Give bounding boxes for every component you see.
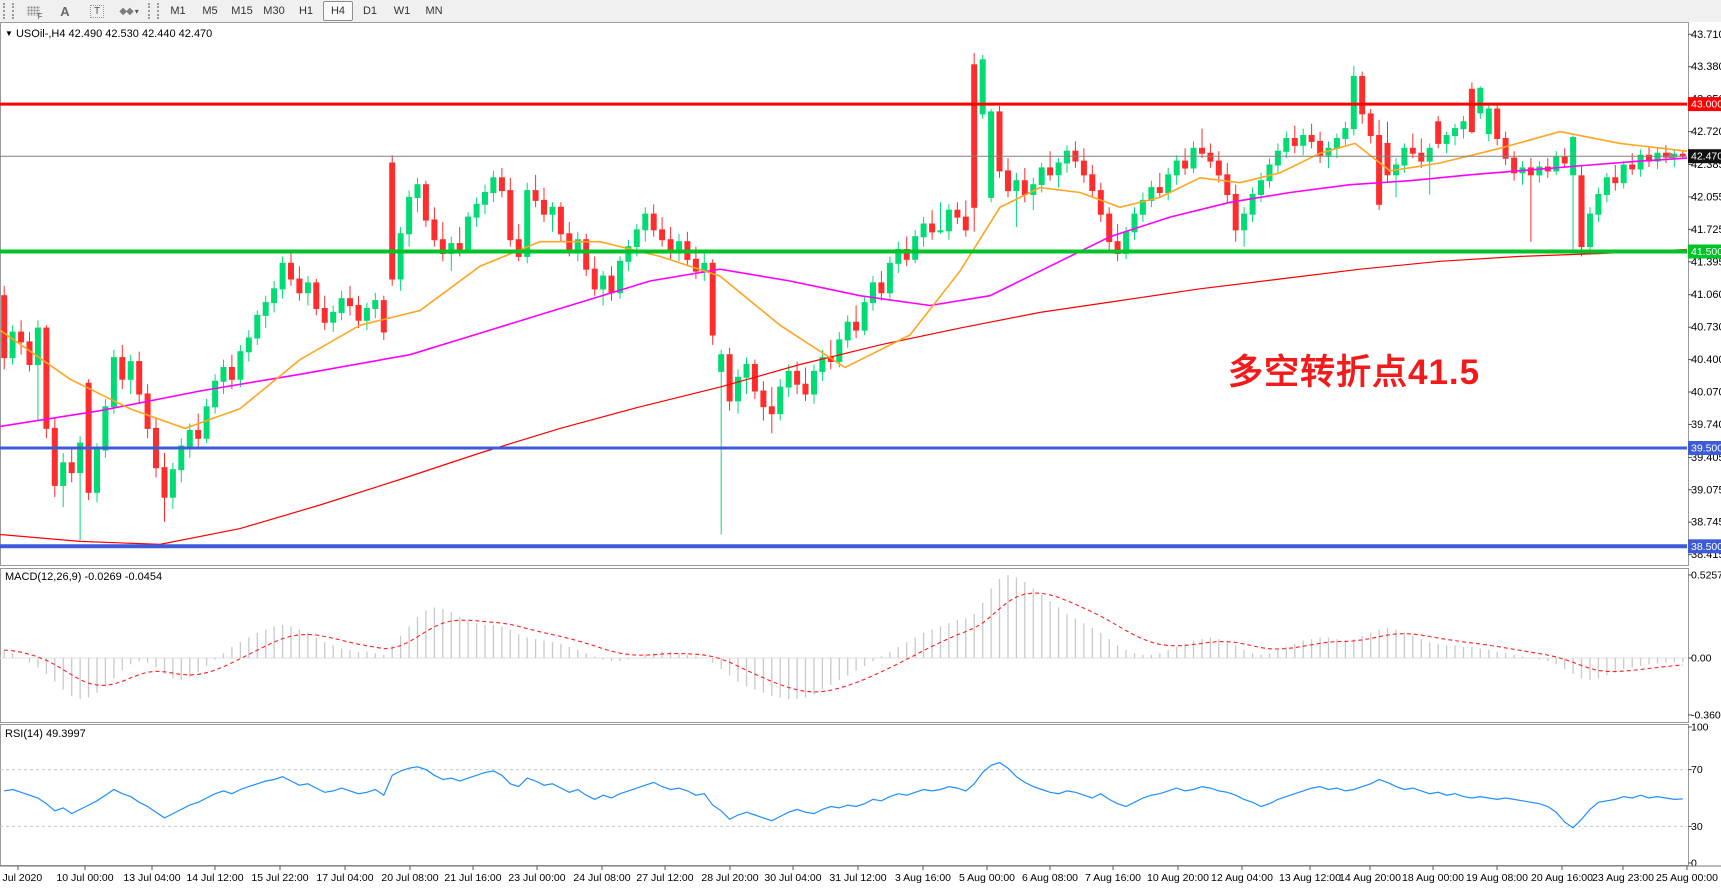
price-tick-label: 41.060 <box>1691 289 1721 301</box>
ma-slow-line <box>0 248 1688 546</box>
timeframe-group: M1 M5 M15 M30 H1 H4 D1 W1 MN <box>162 1 450 21</box>
time-axis-label: 14 Aug 20:00 <box>1339 872 1401 884</box>
time-axis-label: 23 Aug 23:00 <box>1592 872 1654 884</box>
time-axis-label: 8 Jul 2020 <box>0 872 42 884</box>
svg-text:41.500: 41.500 <box>1691 246 1721 258</box>
rsi-axis-label: 30 <box>1691 821 1703 833</box>
text-label-button[interactable]: T <box>82 1 112 21</box>
macd-signal-line <box>4 592 1683 693</box>
macd-indicator-label: MACD(12,26,9) -0.0269 -0.0454 <box>5 571 163 583</box>
time-axis-label: 12 Aug 04:00 <box>1211 872 1273 884</box>
timeframe-button-MN[interactable]: MN <box>425 5 443 17</box>
ma-fast-line <box>0 130 1688 430</box>
timeframe-button-H1[interactable]: H1 <box>298 5 314 17</box>
price-tick-label: 42.720 <box>1691 126 1721 138</box>
text-label-icon: T <box>89 4 105 18</box>
timeframe-button-H4[interactable]: H4 <box>323 1 353 21</box>
timeframe-button-M30[interactable]: M30 <box>263 5 285 17</box>
time-axis-label: 10 Jul 00:00 <box>56 872 113 884</box>
symbol-dropdown-icon[interactable]: ▼ <box>5 29 13 38</box>
time-axis-label: 17 Jul 04:00 <box>316 872 373 884</box>
price-tick-label: 38.745 <box>1691 517 1721 529</box>
symbol-title: ▼ USOil-,H4 42.490 42.530 42.440 42.470 <box>5 28 213 40</box>
time-axis-label: 13 Aug 12:00 <box>1279 872 1341 884</box>
indicator-grid-icon: F <box>26 6 43 21</box>
time-axis-label: 15 Jul 22:00 <box>251 872 308 884</box>
rsi-axis-label: 0 <box>1691 858 1697 870</box>
indicator-grid-button[interactable]: F <box>18 1 48 21</box>
time-axis-label: 25 Aug 00:00 <box>1656 872 1718 884</box>
svg-text:39.500: 39.500 <box>1691 443 1721 455</box>
chart-window[interactable]: 43.71043.38043.05042.72042.38542.05541.7… <box>0 22 1721 890</box>
chevron-down-icon: ▾ <box>134 6 139 16</box>
price-tick-label: 42.055 <box>1691 191 1721 203</box>
time-axis-label: 14 Jul 12:00 <box>186 872 243 884</box>
time-axis-label: 24 Jul 08:00 <box>573 872 630 884</box>
time-axis-label: 18 Aug 00:00 <box>1402 872 1464 884</box>
time-axis-label: 5 Aug 00:00 <box>959 872 1015 884</box>
timeframe-button-D1[interactable]: D1 <box>362 5 378 17</box>
time-axis-label: 20 Jul 08:00 <box>381 872 438 884</box>
time-axis-label: 6 Aug 08:00 <box>1022 872 1078 884</box>
price-tick-label: 40.070 <box>1691 387 1721 399</box>
time-axis-label: 28 Jul 20:00 <box>701 872 758 884</box>
time-axis-label: 27 Jul 12:00 <box>636 872 693 884</box>
macd-axis-label: 0.00 <box>1691 653 1712 665</box>
time-axis-label: 20 Aug 16:00 <box>1531 872 1593 884</box>
price-tag-38.500: 38.500 <box>1688 539 1721 554</box>
svg-text:38.500: 38.500 <box>1691 541 1721 553</box>
chart-canvas[interactable]: 43.71043.38043.05042.72042.38542.05541.7… <box>0 22 1721 890</box>
font-button[interactable]: A <box>50 1 80 21</box>
timeframe-button-M5[interactable]: M5 <box>202 5 218 17</box>
toolbar-drag-handle[interactable] <box>3 3 14 19</box>
time-axis-label: 31 Jul 12:00 <box>829 872 886 884</box>
svg-text:43.000: 43.000 <box>1691 99 1721 111</box>
price-tag-43.000: 43.000 <box>1688 97 1721 112</box>
toolbar: F A T ◆◆ ▾ M1 M5 M15 M30 H1 H4 D1 W1 MN <box>0 0 1721 23</box>
toolbar-group-handle[interactable] <box>148 3 159 19</box>
price-tag-41.500: 41.500 <box>1688 244 1721 259</box>
panel-frame <box>0 22 1689 566</box>
price-tick-label: 43.710 <box>1691 29 1721 41</box>
panel-frame <box>0 724 1689 866</box>
rsi-indicator-label: RSI(14) 49.3997 <box>5 728 86 740</box>
price-tick-label: 41.725 <box>1691 224 1721 236</box>
price-tag-39.500: 39.500 <box>1688 441 1721 455</box>
rsi-axis-label: 70 <box>1691 764 1703 776</box>
timeframe-button-M15[interactable]: M15 <box>231 5 253 17</box>
time-axis-label: 10 Aug 20:00 <box>1147 872 1209 884</box>
shapes-icon: ◆◆ <box>119 5 133 17</box>
macd-axis-label: 0.5257 <box>1691 570 1721 582</box>
timeframe-button-M1[interactable]: M1 <box>170 5 186 17</box>
rsi-axis-label: 100 <box>1691 722 1709 734</box>
price-arrow-icon <box>1669 152 1678 161</box>
price-tick-label: 40.400 <box>1691 354 1721 366</box>
panel-frame <box>0 568 1689 723</box>
shapes-button[interactable]: ◆◆ ▾ <box>114 1 144 21</box>
time-axis-label: 30 Jul 04:00 <box>764 872 821 884</box>
price-tick-label: 40.730 <box>1691 322 1721 334</box>
price-tick-label: 39.740 <box>1691 419 1721 431</box>
current-price-tag: 42.470 <box>1688 149 1721 164</box>
price-tick-label: 41.395 <box>1691 256 1721 268</box>
macd-axis-label: -0.3603 <box>1691 709 1721 721</box>
time-axis-label: 13 Jul 04:00 <box>123 872 180 884</box>
time-axis-label: 7 Aug 16:00 <box>1085 872 1141 884</box>
chart-annotation-text[interactable]: 多空转折点41.5 <box>1228 353 1481 392</box>
time-axis-label: 23 Jul 00:00 <box>508 872 565 884</box>
time-axis-label: 19 Aug 08:00 <box>1466 872 1528 884</box>
font-icon: A <box>60 3 70 19</box>
time-axis-label: 21 Jul 16:00 <box>444 872 501 884</box>
time-axis-label: 3 Aug 16:00 <box>895 872 951 884</box>
rsi-line <box>4 761 1683 829</box>
timeframe-button-W1[interactable]: W1 <box>393 5 411 17</box>
svg-text:42.470: 42.470 <box>1691 151 1721 163</box>
price-tick-label: 39.075 <box>1691 484 1721 496</box>
ma-mid-line <box>0 157 1688 428</box>
price-tick-label: 43.380 <box>1691 61 1721 73</box>
